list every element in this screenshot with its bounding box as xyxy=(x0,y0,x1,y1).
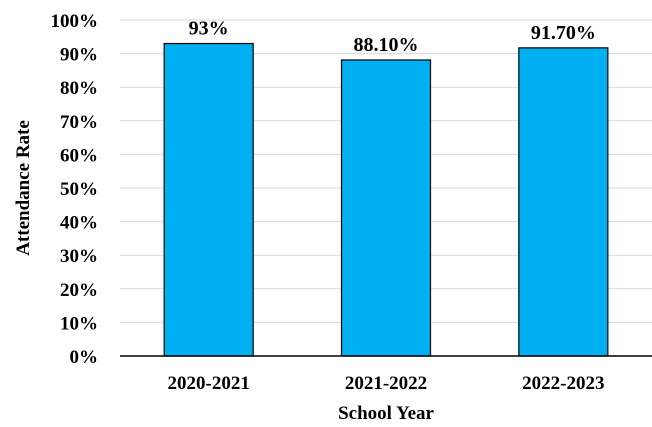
x-tick-label: 2020-2021 xyxy=(168,373,250,394)
data-labels: 93% 88.10% 91.70% xyxy=(189,18,596,56)
y-tick-label: 40% xyxy=(60,213,98,234)
y-tick-label: 10% xyxy=(60,313,98,334)
data-label: 88.10% xyxy=(354,34,419,56)
y-tick-label: 100% xyxy=(51,11,99,32)
y-tick-label: 90% xyxy=(60,45,98,66)
y-tick-label: 60% xyxy=(60,145,98,166)
y-axis-ticks: 0% 10% 20% 30% 40% 50% 60% 70% 80% 90% 100% xyxy=(51,11,99,368)
y-axis-title: Attendance Rate xyxy=(13,120,34,256)
bar xyxy=(340,59,432,357)
x-axis-ticks: 2020-2021 2021-2022 2022-2023 xyxy=(168,373,605,394)
bars xyxy=(163,42,609,357)
y-tick-label: 50% xyxy=(60,179,98,200)
y-tick-label: 20% xyxy=(60,280,98,301)
y-tick-label: 0% xyxy=(70,347,99,368)
y-tick-label: 30% xyxy=(60,246,98,267)
x-tick-label: 2021-2022 xyxy=(345,373,427,394)
data-label: 93% xyxy=(189,18,229,40)
x-axis-title: School Year xyxy=(338,403,434,424)
data-label: 91.70% xyxy=(531,22,596,44)
bar xyxy=(518,47,609,357)
x-tick-label: 2022-2023 xyxy=(522,373,604,394)
y-tick-label: 80% xyxy=(60,78,98,99)
y-tick-label: 70% xyxy=(60,112,98,133)
bar xyxy=(163,42,254,357)
